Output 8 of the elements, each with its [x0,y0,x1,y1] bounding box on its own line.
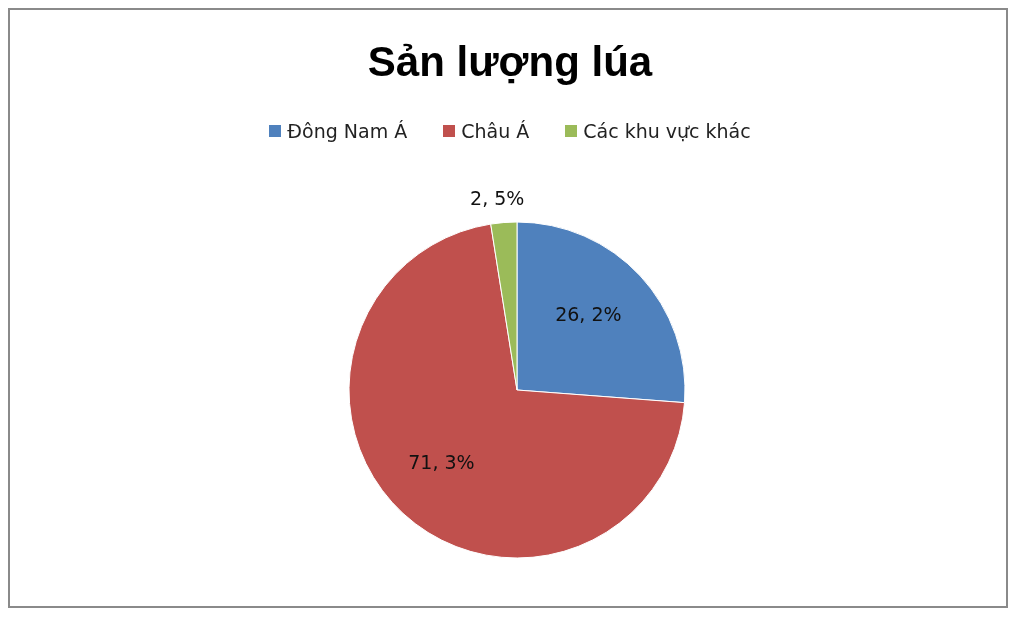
legend-label: Các khu vực khác [583,120,751,142]
legend-label: Đông Nam Á [287,120,408,142]
legend-label: Châu Á [461,120,530,142]
data-label: 2, 5% [470,186,525,209]
pie-slice [348,223,686,559]
data-label: 71, 3% [408,450,475,473]
data-label: 26, 2% [555,303,622,326]
chart-title: Sản lượng lúa [366,38,654,86]
